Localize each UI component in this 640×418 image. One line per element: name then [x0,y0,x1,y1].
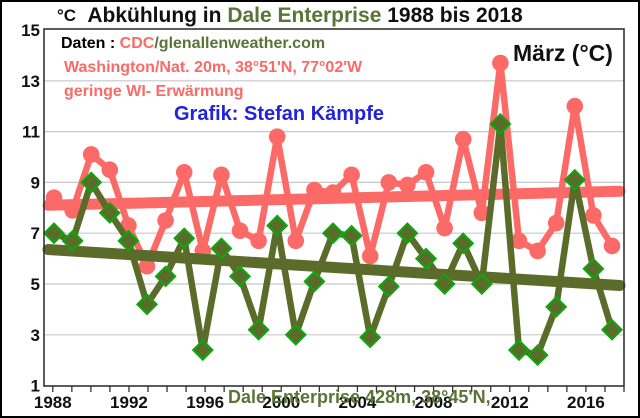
data-point-washington-1994 [157,212,174,229]
data-point-dale-2007 [396,222,419,245]
data-point-dale-2005 [359,326,382,349]
series-month-label: März (°C) [513,40,613,66]
data-point-washington-2014 [529,242,546,260]
trend-line-washington [42,185,626,211]
trend-line-dale [42,243,626,292]
plot-frame [43,28,625,387]
data-point-washington-2009 [436,219,453,237]
x-label-1992: 1992 [110,393,148,412]
x-label-2000: 2000 [262,393,300,412]
data-point-dale-1996 [191,338,214,362]
data-point-washington-1991 [101,161,119,178]
data-point-dale-2000 [266,214,289,237]
data-point-dale-2003 [321,222,345,245]
data-point-washington-2000 [268,128,286,145]
station-washington-label: Washington/Nat. 20m, 38°51'N, 77°02'W [64,59,363,76]
data-point-dale-1998 [228,265,252,288]
data-point-dale-2013 [507,338,531,362]
y-label-3: 3 [31,326,40,345]
data-point-dale-2002 [303,270,326,293]
title-part1: Abkühlung in [87,4,228,27]
data-source-website: /glenallenweather.com [154,35,326,52]
data-point-washington-2011 [473,204,491,222]
y-label-9: 9 [31,173,40,192]
data-point-dale-2012 [489,112,512,136]
y-axis-unit-label: °C [57,6,77,25]
page-title: Abkühlung in Dale Enterprise 1988 bis 20… [2,4,608,28]
warming-note-label: geringe WI- Erwärmung [64,83,244,100]
data-point-dale-2001 [284,323,307,346]
data-point-dale-2008 [414,247,438,270]
data-point-dale-2016 [563,168,586,191]
data-point-washington-2001 [287,232,305,250]
data-point-washington-2005 [361,247,379,265]
credit-label: Grafik: Stefan Kämpfe [174,103,385,125]
data-point-dale-1989 [61,229,84,252]
x-label-2008: 2008 [415,393,453,412]
data-point-washington-1990 [82,146,100,163]
data-point-dale-1991 [98,201,121,224]
data-source-cdc: CDC [119,35,155,52]
data-point-dale-2010 [452,232,475,255]
data-point-dale-1999 [247,318,270,341]
data-point-dale-2015 [545,295,568,318]
data-point-dale-1997 [210,237,233,260]
data-point-washington-2004 [343,166,360,184]
data-source-prefix: Daten : [61,35,120,52]
data-point-washington-1993 [138,257,156,275]
data-point-dale-1994 [154,265,177,288]
data-point-dale-1992 [117,229,140,252]
y-label-1: 1 [31,377,40,396]
data-point-washington-2010 [454,130,472,148]
y-label-15: 15 [21,21,40,40]
data-point-dale-1988 [42,222,66,245]
data-point-washington-2017 [585,207,602,224]
data-point-dale-2006 [377,275,400,298]
y-label-13: 13 [21,72,40,91]
x-label-2004: 2004 [339,393,377,412]
data-point-dale-1990 [80,171,103,194]
data-point-washington-2013 [510,232,528,250]
station-dale-line1: Dale Enterprise 428m, 38°45'N, [228,387,491,407]
data-point-washington-2018 [603,237,621,255]
data-point-washington-2016 [566,97,584,115]
x-label-2016: 2016 [567,393,605,412]
data-point-dale-2018 [600,318,624,341]
y-label-11: 11 [22,123,40,142]
x-label-1996: 1996 [186,393,224,412]
data-point-dale-1993 [135,293,159,316]
data-point-dale-2011 [470,272,493,296]
data-point-washington-2015 [547,214,565,232]
data-point-washington-2008 [417,163,435,181]
data-point-dale-2017 [582,257,605,280]
data-point-dale-2004 [340,224,363,247]
x-label-2012: 2012 [491,393,529,412]
data-source-line: Daten : CDC/glenallenweather.com [61,35,325,53]
data-point-washington-1998 [231,222,249,239]
data-point-washington-1997 [213,166,230,184]
station-dale-label: Dale Enterprise 428m, 38°45'N, 78°94'W A… [228,340,491,416]
y-label-7: 7 [31,224,40,243]
data-point-dale-2014 [526,344,549,367]
data-point-dale-2009 [433,272,456,296]
data-point-washington-2007 [399,176,416,194]
data-point-washington-2012 [492,54,509,72]
data-point-washington-2006 [380,174,398,191]
y-label-5: 5 [31,275,40,294]
x-label-1988: 1988 [34,393,72,412]
title-part3: 1988 bis 2018 [381,4,523,27]
title-station-name: Dale Enterprise [227,4,382,27]
data-point-washington-1999 [250,232,267,250]
data-point-washington-1995 [175,163,193,181]
data-point-dale-1995 [173,227,196,250]
